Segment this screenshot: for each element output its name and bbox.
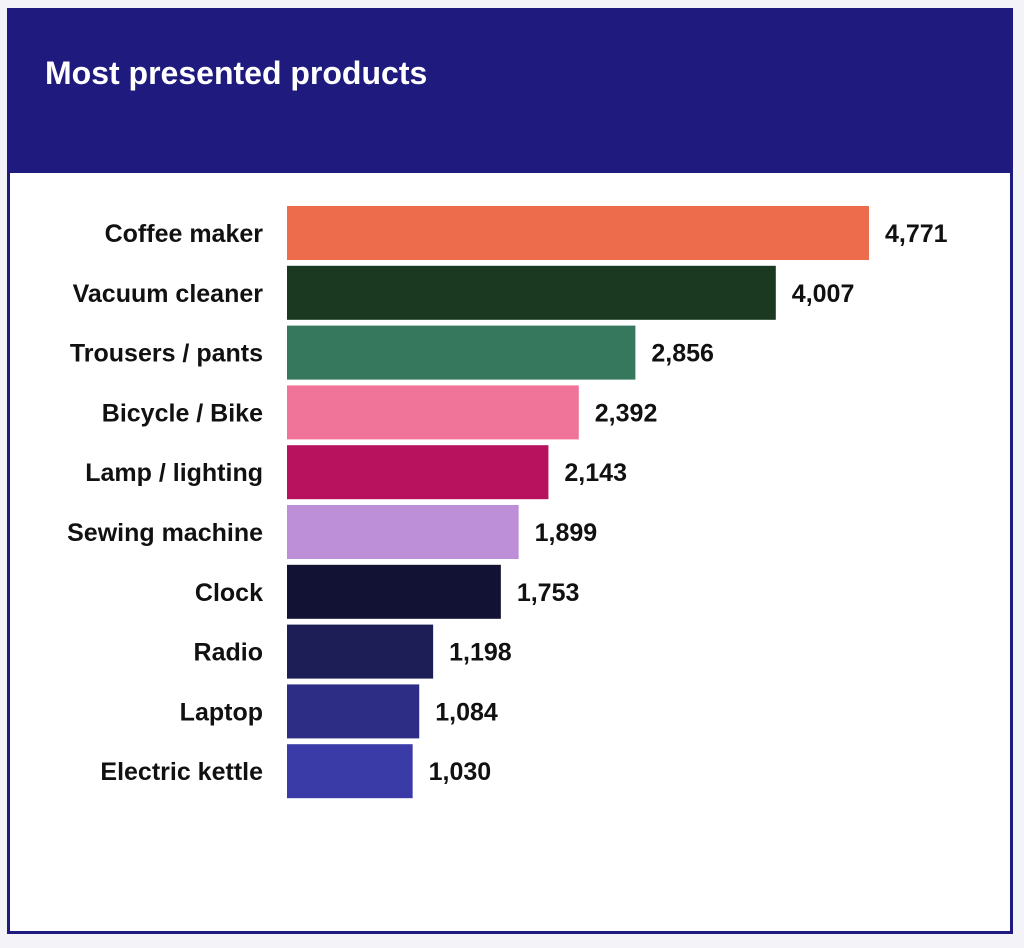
bar [287, 744, 413, 799]
category-label: Vacuum cleaner [73, 280, 264, 308]
bar [287, 385, 579, 440]
bar [287, 564, 501, 619]
category-label: Coffee maker [105, 220, 264, 248]
value-label: 2,143 [564, 459, 627, 487]
category-label: Bicycle / Bike [102, 399, 263, 427]
value-label: 1,030 [429, 758, 492, 786]
category-label: Lamp / lighting [85, 459, 263, 487]
value-label: 1,084 [435, 698, 498, 726]
value-label: 4,007 [792, 280, 855, 308]
bar [287, 206, 869, 260]
value-label: 1,753 [517, 579, 580, 607]
bar [287, 265, 776, 320]
chart-title: Most presented products [45, 55, 428, 91]
bar [287, 325, 636, 380]
bar [287, 505, 519, 559]
category-label: Electric kettle [100, 758, 263, 786]
bar [287, 445, 549, 500]
category-label: Clock [195, 579, 263, 607]
category-label: Radio [194, 639, 263, 667]
bar [287, 624, 434, 679]
value-label: 4,771 [885, 220, 948, 248]
card-header: Most presented products [10, 11, 1010, 173]
value-label: 1,899 [535, 519, 598, 547]
category-label: Trousers / pants [70, 340, 263, 368]
value-label: 2,856 [651, 340, 714, 368]
category-label: Laptop [180, 698, 263, 726]
chart-card: Most presented products [7, 8, 1013, 934]
value-label: 1,198 [449, 639, 512, 667]
category-label: Sewing machine [67, 519, 263, 547]
value-label: 2,392 [595, 399, 658, 427]
bar [287, 684, 420, 739]
